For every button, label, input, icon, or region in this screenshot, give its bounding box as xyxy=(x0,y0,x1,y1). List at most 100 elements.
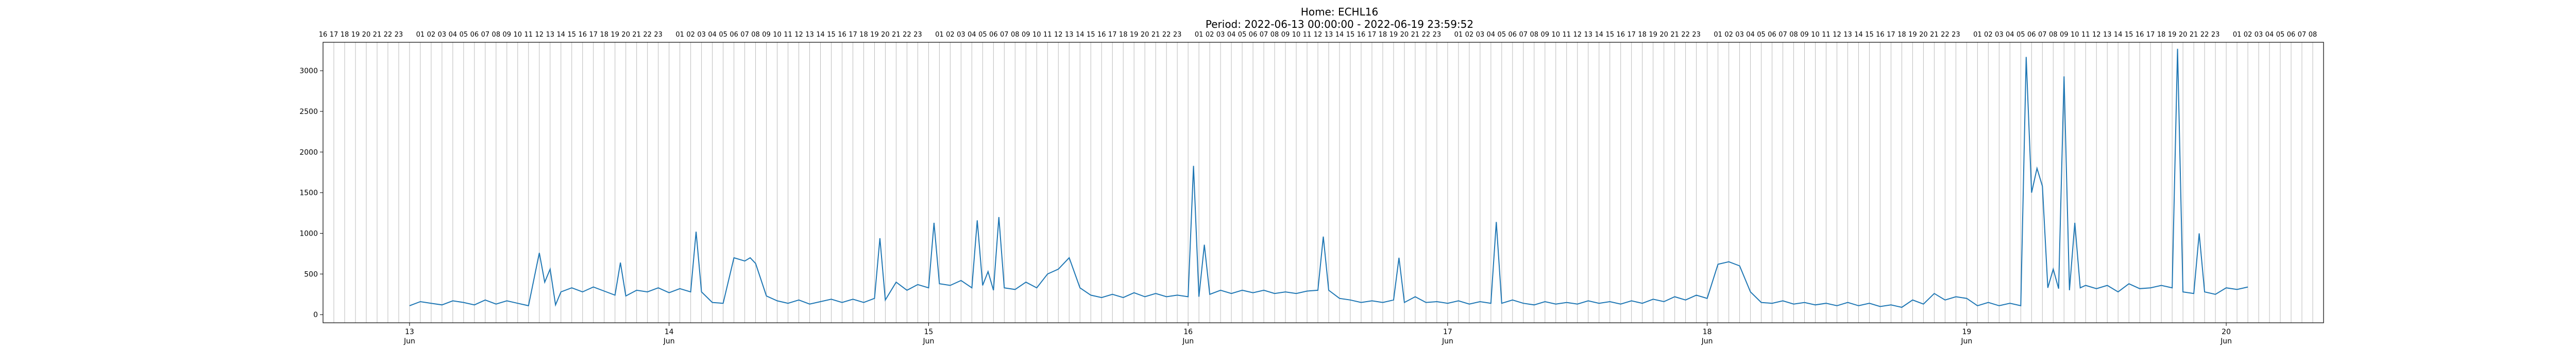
top-hour-label: 16 xyxy=(1357,31,1366,39)
top-hour-label: 22 xyxy=(2200,31,2209,39)
top-hour-label: 23 xyxy=(913,31,922,39)
top-hour-label: 13 xyxy=(1584,31,1592,39)
top-hour-label: 21 xyxy=(892,31,901,39)
top-hour-label: 06 xyxy=(730,31,738,39)
top-hour-label: 20 xyxy=(621,31,630,39)
top-hour-label: 01 xyxy=(1973,31,1982,39)
top-hour-label: 21 xyxy=(373,31,382,39)
y-tick-label: 3000 xyxy=(299,67,318,75)
top-hour-label: 04 xyxy=(2265,31,2274,39)
top-hour-label: 21 xyxy=(1930,31,1939,39)
top-hour-label: 08 xyxy=(2049,31,2058,39)
x-tick-month-label: Jun xyxy=(403,337,415,345)
x-tick-month-label: Jun xyxy=(1701,337,1713,345)
x-tick-day-label: 19 xyxy=(1962,328,1971,336)
top-hour-label: 06 xyxy=(1249,31,1258,39)
top-hour-label: 21 xyxy=(1151,31,1160,39)
top-hour-label: 23 xyxy=(395,31,403,39)
y-tick-label: 2000 xyxy=(299,148,318,157)
top-hour-label: 05 xyxy=(978,31,987,39)
y-tick-label: 1500 xyxy=(299,189,318,197)
top-hour-label: 11 xyxy=(2081,31,2090,39)
top-hour-label: 17 xyxy=(1627,31,1636,39)
series-layer xyxy=(409,48,2248,308)
top-hour-label: 19 xyxy=(870,31,879,39)
top-hour-label: 17 xyxy=(330,31,338,39)
top-hour-label: 12 xyxy=(1314,31,1323,39)
top-hour-label: 07 xyxy=(1519,31,1528,39)
top-hour-label: 05 xyxy=(1757,31,1766,39)
x-tick-day-label: 13 xyxy=(405,328,414,336)
plot-frame xyxy=(323,42,2324,323)
top-hour-label: 16 xyxy=(578,31,587,39)
top-hour-label: 23 xyxy=(654,31,663,39)
top-hour-label: 11 xyxy=(1043,31,1052,39)
top-hour-label: 16 xyxy=(838,31,846,39)
top-hour-label: 03 xyxy=(2255,31,2263,39)
top-hour-label: 10 xyxy=(2071,31,2079,39)
top-hour-label: 15 xyxy=(2125,31,2133,39)
top-hour-label: 07 xyxy=(2298,31,2307,39)
top-hour-label: 18 xyxy=(1119,31,1128,39)
top-hour-label: 12 xyxy=(2092,31,2101,39)
top-hour-label: 17 xyxy=(2146,31,2155,39)
top-hour-label: 13 xyxy=(805,31,814,39)
top-hour-label: 20 xyxy=(1400,31,1409,39)
top-hour-label: 07 xyxy=(481,31,490,39)
top-hour-label: 10 xyxy=(1811,31,1820,39)
top-hour-label: 20 xyxy=(2179,31,2188,39)
top-hour-label: 15 xyxy=(1865,31,1874,39)
top-hour-label: 21 xyxy=(1411,31,1420,39)
top-hour-label: 19 xyxy=(351,31,360,39)
x-tick-day-label: 18 xyxy=(1703,328,1712,336)
top-hour-label: 22 xyxy=(1162,31,1171,39)
top-hour-label: 14 xyxy=(1076,31,1084,39)
top-hour-label: 07 xyxy=(1000,31,1009,39)
top-hour-label: 06 xyxy=(1509,31,1517,39)
top-hour-label: 23 xyxy=(2211,31,2220,39)
x-tick-day-label: 17 xyxy=(1443,328,1452,336)
top-hour-label: 03 xyxy=(1995,31,2004,39)
top-hour-label: 04 xyxy=(1487,31,1496,39)
top-hour-label: 05 xyxy=(1238,31,1247,39)
top-hour-label: 18 xyxy=(859,31,868,39)
top-hour-label: 20 xyxy=(881,31,890,39)
top-hour-label: 19 xyxy=(1649,31,1657,39)
top-hour-label: 19 xyxy=(1389,31,1398,39)
top-hour-label: 14 xyxy=(2114,31,2123,39)
chart-subtitle: Period: 2022-06-13 00:00:00 - 2022-06-19… xyxy=(1206,18,1473,30)
top-hour-label: 20 xyxy=(1141,31,1149,39)
top-hour-labels: 16 17 18 19 20 21 22 23 01 02 03 04 05 06 07 08 09 10 11 12… xyxy=(319,31,2317,39)
top-hour-label: 22 xyxy=(1422,31,1431,39)
top-hour-label: 06 xyxy=(2027,31,2036,39)
top-hour-label: 06 xyxy=(1768,31,1776,39)
top-hour-label: 09 xyxy=(1541,31,1550,39)
top-hour-label: 23 xyxy=(1173,31,1182,39)
top-hour-label: 06 xyxy=(989,31,998,39)
top-hour-label: 01 xyxy=(935,31,944,39)
x-tick-month-label: Jun xyxy=(1182,337,1194,345)
top-hour-label: 12 xyxy=(1833,31,1841,39)
top-hour-label: 13 xyxy=(1843,31,1852,39)
top-hour-label: 01 xyxy=(2233,31,2242,39)
top-hour-label: 16 xyxy=(2136,31,2144,39)
top-hour-label: 13 xyxy=(546,31,554,39)
top-hour-label: 17 xyxy=(589,31,598,39)
top-hour-label: 18 xyxy=(600,31,608,39)
top-hour-label: 11 xyxy=(1303,31,1312,39)
top-hour-label: 14 xyxy=(1854,31,1863,39)
top-hour-label: 22 xyxy=(903,31,911,39)
top-hour-label: 20 xyxy=(1919,31,1928,39)
top-hour-label: 15 xyxy=(827,31,836,39)
top-hour-label: 04 xyxy=(2006,31,2014,39)
x-tick-day-label: 20 xyxy=(2222,328,2231,336)
top-hour-label: 18 xyxy=(341,31,349,39)
top-hour-label: 11 xyxy=(784,31,792,39)
top-hour-label: 07 xyxy=(740,31,749,39)
top-hour-label: 08 xyxy=(1789,31,1798,39)
top-hour-label: 13 xyxy=(1325,31,1333,39)
top-hour-label: 02 xyxy=(427,31,436,39)
top-hour-label: 22 xyxy=(643,31,652,39)
